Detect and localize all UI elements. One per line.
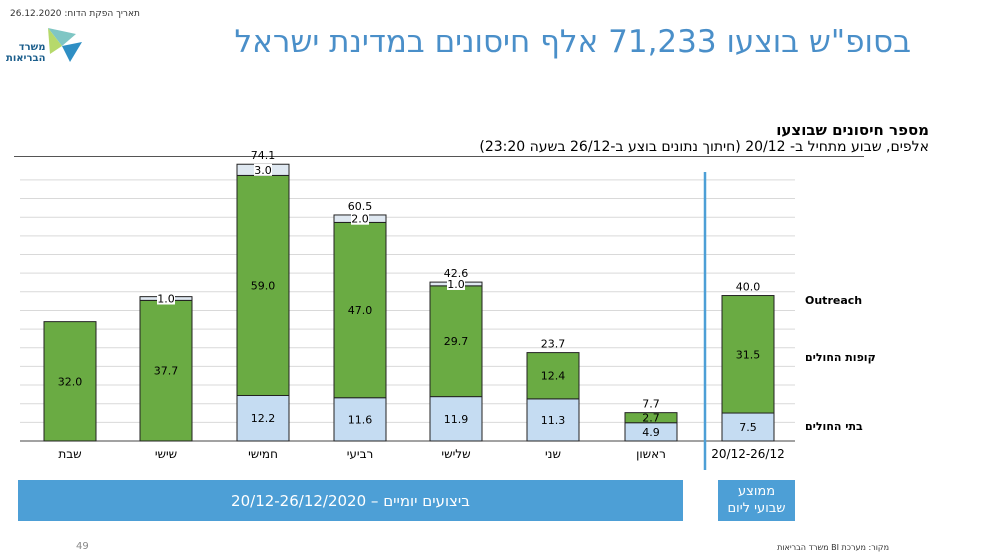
publish-date: תאריך הפקת הדוח: 26.12.2020 — [10, 9, 140, 19]
data-label: 12.2 — [251, 412, 276, 425]
x-tick-label: שבת — [58, 447, 81, 461]
bar-segment — [139, 299, 193, 442]
bar-segment — [236, 174, 290, 396]
data-label-bg — [157, 292, 175, 305]
total-label: 40.0 — [736, 281, 761, 294]
ministry-logo-text: משרד הבריאות — [6, 42, 45, 64]
data-label: 37.7 — [154, 365, 179, 378]
x-tick-label: שישי — [155, 447, 177, 461]
logo-text-line-2: הבריאות — [6, 53, 46, 64]
data-label: 11.9 — [444, 413, 469, 426]
logo-text-line-1: משרד — [18, 42, 46, 53]
bar-segment — [721, 412, 775, 442]
page-title: בסופ"ש בוצעו 71,233 אלף חיסונים במדינת י… — [234, 24, 911, 60]
weekly-average-band: ממוצע שבועי ליום — [718, 480, 795, 521]
data-label: 29.7 — [444, 335, 469, 348]
data-label-bg — [254, 163, 272, 176]
chart-title: מספר חיסונים שבוצעו — [776, 121, 929, 139]
total-label: 23.7 — [541, 338, 566, 351]
data-label: 2.0 — [351, 213, 369, 226]
bar-segment — [429, 285, 483, 398]
data-label: 11.6 — [348, 413, 373, 426]
weekly-band-line-2: שבועי ליום — [727, 500, 786, 516]
x-tick-label: 20/12-26/12 — [711, 447, 785, 461]
legend-label: בתי החולים — [805, 420, 863, 433]
bar-segment — [43, 321, 97, 442]
source-note: מקור: מערכת BI משרד הבריאות — [777, 543, 889, 552]
data-label: 2.7 — [642, 412, 660, 425]
x-tick-label: שלישי — [441, 447, 470, 461]
total-label: 60.5 — [348, 200, 373, 213]
ministry-logo — [48, 28, 82, 62]
bar-segment — [429, 396, 483, 442]
data-label: 11.3 — [541, 414, 566, 427]
title-divider — [14, 156, 864, 157]
data-label: 31.5 — [736, 348, 761, 361]
data-label: 12.4 — [541, 370, 566, 383]
data-label: 32.0 — [58, 375, 83, 388]
data-label: 3.0 — [254, 164, 272, 177]
total-label: 42.6 — [444, 267, 469, 280]
data-label: 59.0 — [251, 279, 276, 292]
bar-segment — [526, 398, 580, 442]
x-tick-label: רביעי — [347, 447, 374, 461]
bar-segment — [721, 295, 775, 414]
data-label: 47.0 — [348, 304, 373, 317]
bar-segment — [333, 397, 387, 442]
bar-segment — [624, 412, 678, 424]
bar-segment — [526, 352, 580, 400]
data-label: 7.5 — [739, 421, 757, 434]
total-label: 74.1 — [251, 149, 276, 162]
total-label: 7.7 — [642, 398, 660, 411]
x-tick-label: ראשון — [636, 447, 666, 461]
data-label: 1.0 — [157, 293, 175, 306]
legend-label: קופות החולים — [805, 351, 876, 364]
data-label: 4.9 — [642, 426, 660, 439]
data-label-bg — [351, 212, 369, 225]
weekly-band-line-1: ממוצע — [737, 484, 776, 500]
page-number: 49 — [76, 541, 89, 552]
x-tick-label: שני — [545, 447, 561, 461]
data-label: 1.0 — [447, 278, 465, 291]
chart-subtitle: אלפים, שבוע מתחיל ב- 20/12 (חיתוך נתונים… — [479, 139, 929, 155]
x-tick-label: חמישי — [248, 447, 278, 461]
data-label-bg — [447, 277, 465, 290]
legend-label: Outreach — [805, 294, 862, 307]
daily-performance-band: ביצועים יומיים – 20/12-26/12/2020 — [18, 480, 683, 521]
bar-segment — [236, 394, 290, 442]
bar-segment — [333, 221, 387, 399]
